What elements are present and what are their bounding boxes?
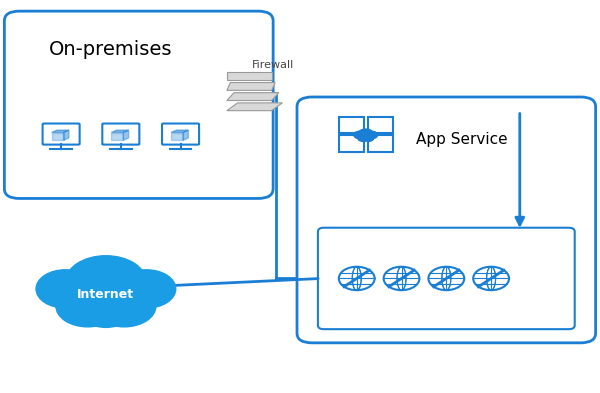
Polygon shape (183, 130, 188, 140)
Circle shape (56, 285, 119, 327)
Circle shape (80, 293, 132, 327)
Polygon shape (227, 93, 279, 101)
Text: Firewall: Firewall (252, 60, 295, 70)
Polygon shape (227, 103, 283, 111)
FancyBboxPatch shape (43, 123, 80, 145)
Bar (368, 116, 392, 133)
FancyBboxPatch shape (162, 123, 199, 145)
FancyBboxPatch shape (103, 123, 139, 145)
Circle shape (358, 134, 368, 141)
Bar (368, 136, 392, 152)
Text: Internet: Internet (77, 288, 134, 301)
FancyBboxPatch shape (297, 97, 596, 343)
Polygon shape (171, 130, 188, 132)
FancyBboxPatch shape (4, 11, 273, 198)
Text: App Service: App Service (416, 132, 508, 147)
Text: On-premises: On-premises (49, 40, 173, 59)
Polygon shape (227, 72, 272, 80)
Bar (339, 116, 364, 133)
Circle shape (36, 270, 95, 308)
Circle shape (367, 131, 377, 139)
Circle shape (354, 131, 365, 139)
Circle shape (363, 134, 374, 141)
FancyBboxPatch shape (318, 228, 575, 329)
Polygon shape (64, 130, 69, 140)
Polygon shape (52, 130, 69, 132)
Polygon shape (171, 132, 183, 140)
Polygon shape (123, 130, 128, 140)
Circle shape (383, 267, 419, 290)
Bar (339, 136, 364, 152)
Polygon shape (52, 132, 64, 140)
Circle shape (117, 270, 176, 308)
Polygon shape (111, 132, 123, 140)
Circle shape (473, 267, 509, 290)
Circle shape (428, 267, 464, 290)
Polygon shape (111, 130, 128, 132)
Circle shape (339, 267, 374, 290)
Circle shape (358, 129, 373, 139)
Polygon shape (227, 83, 275, 90)
Circle shape (65, 256, 146, 309)
Circle shape (92, 285, 156, 327)
